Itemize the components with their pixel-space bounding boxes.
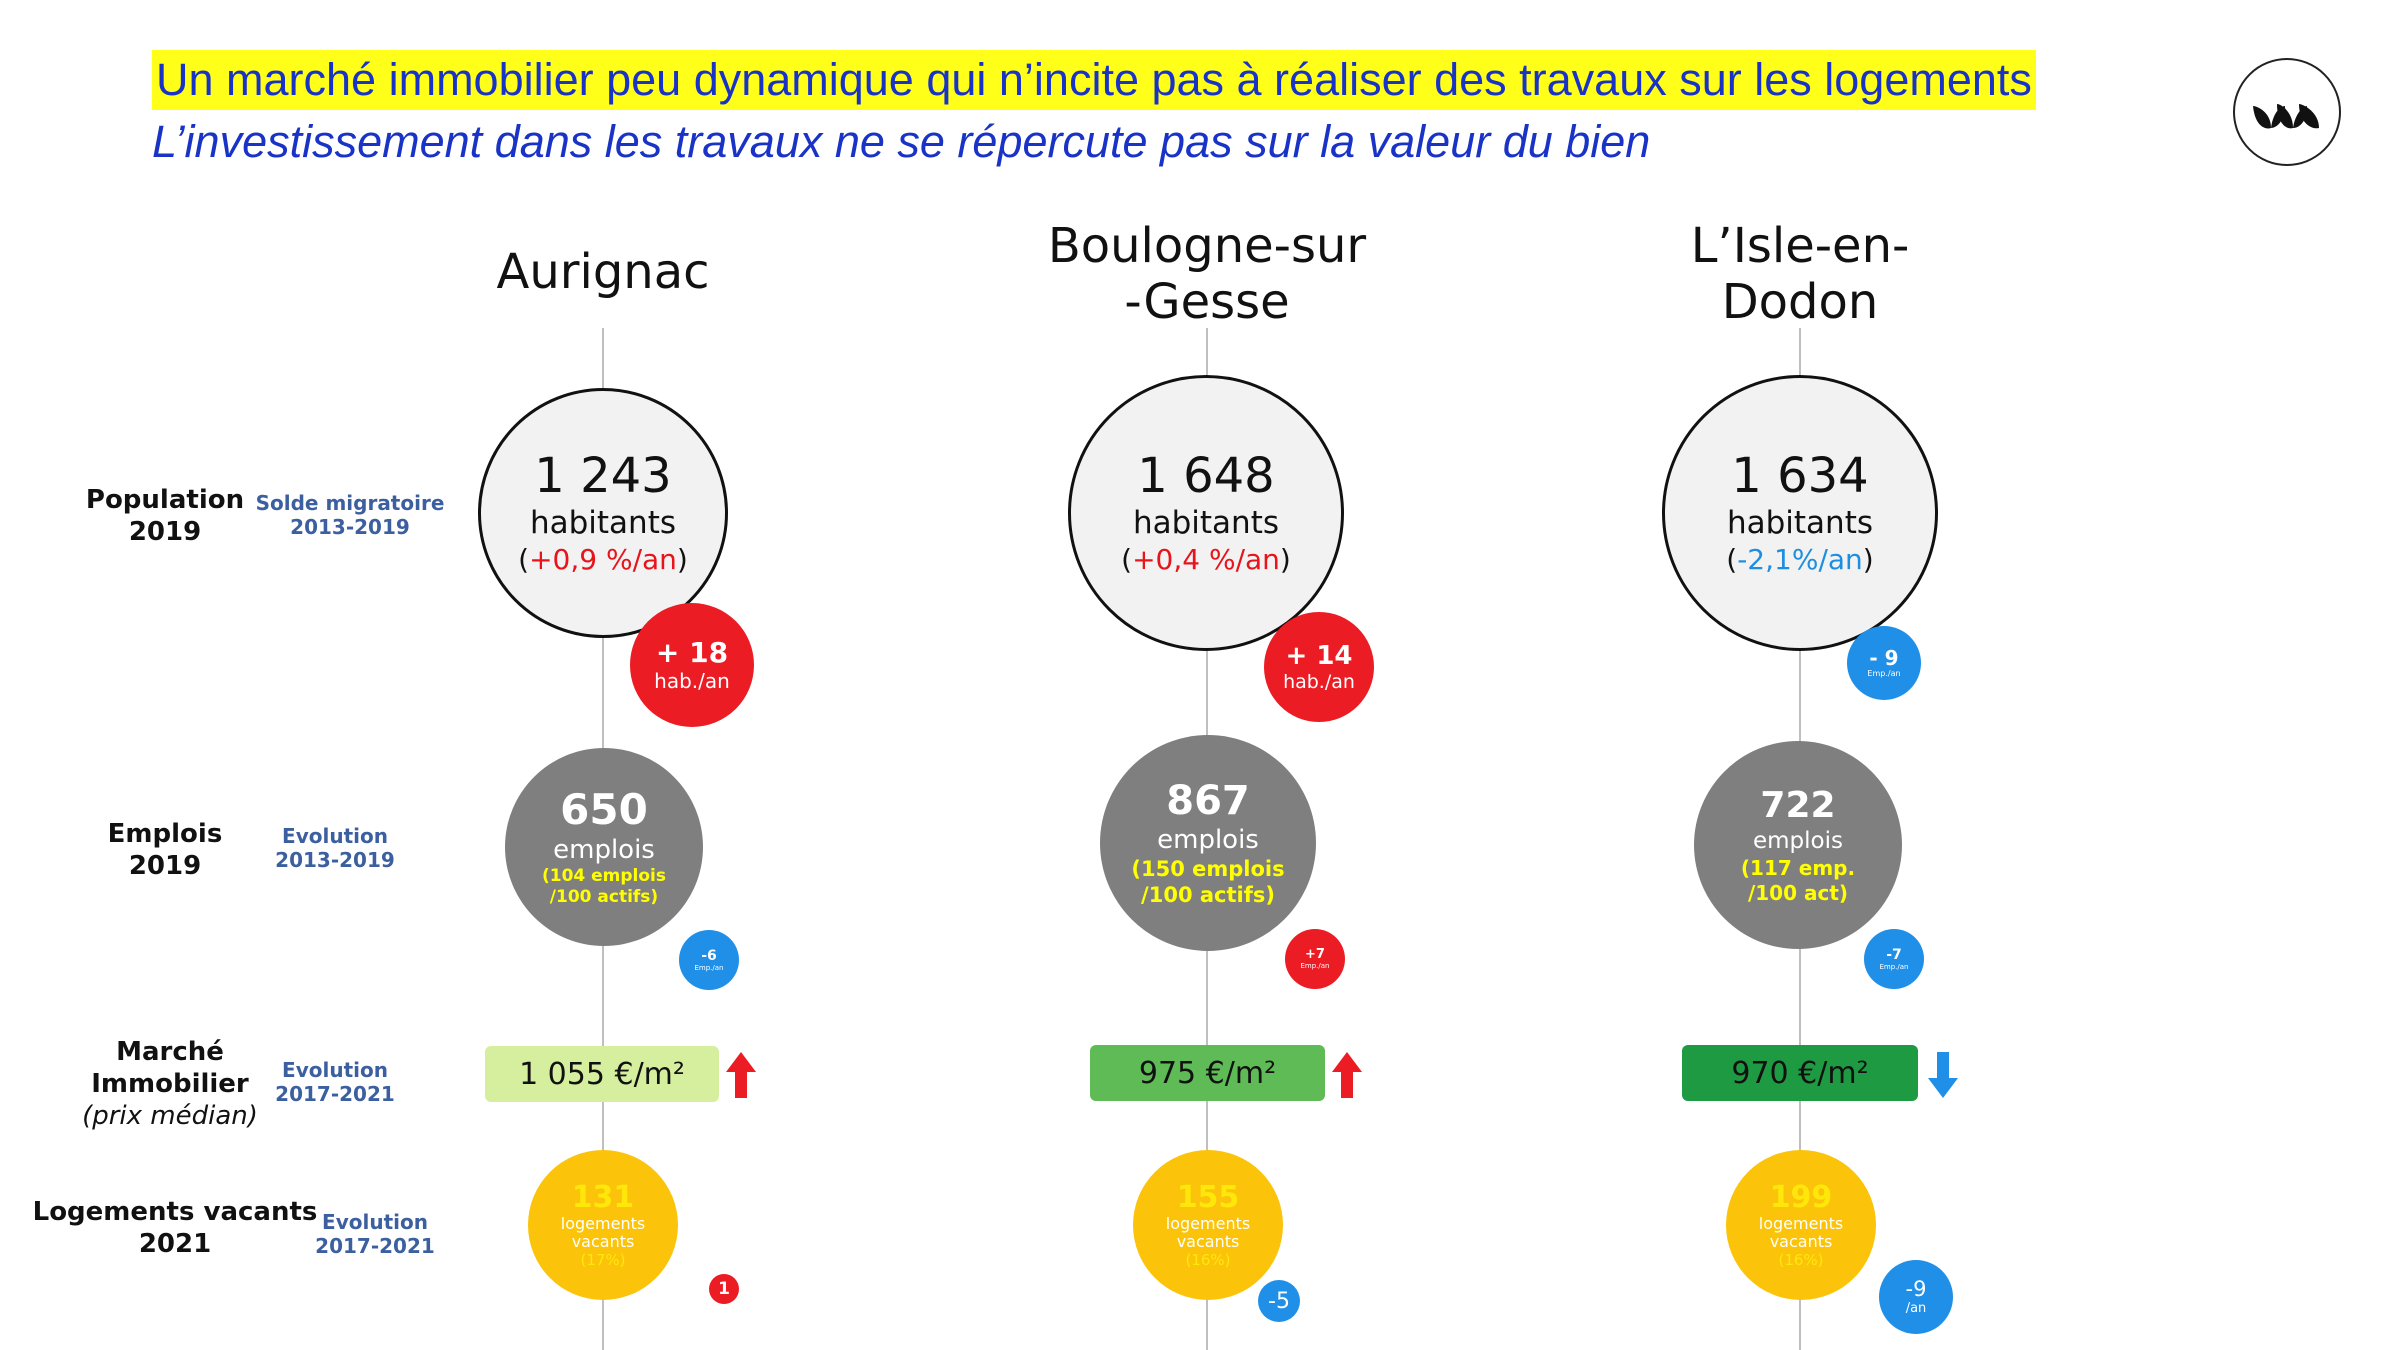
jobs-circle: 650 emplois (104 emplois /100 actifs)	[505, 748, 703, 946]
town-name: Boulogne-sur -Gesse	[1047, 218, 1367, 330]
vacant-circle: 131 logements vacants (17%)	[528, 1150, 678, 1300]
population-change: +0,4 %/an	[1132, 543, 1280, 576]
vacant-circle: 199 logements vacants (16%)	[1726, 1150, 1876, 1300]
slide-title: Un marché immobilier peu dynamique qui n…	[152, 50, 2036, 110]
migration-badge: + 18 hab./an	[630, 603, 754, 727]
jobs-circle: 867 emplois (150 emplois /100 actifs)	[1100, 735, 1316, 951]
migration-badge: - 9 Emp./an	[1847, 626, 1921, 700]
population-circle: 1 243 habitants (+0,9 %/an)	[478, 388, 728, 638]
vacant-badge: 1	[709, 1274, 739, 1304]
price-box: 975 €/m²	[1090, 1045, 1325, 1101]
row-label-vacants: Logements vacants 2021	[32, 1197, 318, 1259]
arrow-down-icon	[1926, 1050, 1960, 1100]
jobs-badge: -7 Emp./an	[1864, 929, 1924, 989]
population-circle: 1 648 habitants (+0,4 %/an)	[1068, 375, 1344, 651]
population-circle: 1 634 habitants (-2,1%/an)	[1662, 375, 1938, 651]
row-evo-population: Solde migratoire 2013-2019	[255, 491, 445, 539]
vacant-badge: -5	[1258, 1280, 1300, 1322]
row-label-population: Population 2019	[85, 485, 245, 547]
row-evo-emplois: Evolution 2013-2019	[275, 824, 395, 872]
slide-subtitle: L’investissement dans les travaux ne se …	[152, 116, 1651, 167]
arrow-up-icon	[1330, 1050, 1364, 1100]
vacant-circle: 155 logements vacants (16%)	[1133, 1150, 1283, 1300]
vacant-badge: -9 /an	[1879, 1260, 1953, 1334]
town-name: Aurignac	[496, 244, 710, 300]
population-change: +0,9 %/an	[529, 543, 677, 576]
leaf-logo-icon	[2233, 58, 2341, 166]
price-box: 970 €/m²	[1682, 1045, 1918, 1101]
town-name: L’Isle-en- Dodon	[1690, 218, 1910, 330]
price-box: 1 055 €/m²	[485, 1046, 719, 1102]
row-evo-marche: Evolution 2017-2021	[275, 1058, 395, 1106]
population-change: -2,1%/an	[1737, 543, 1863, 576]
row-label-marche: Marché Immobilier (prix médian)	[82, 1037, 258, 1131]
arrow-up-icon	[724, 1050, 758, 1100]
row-evo-vacants: Evolution 2017-2021	[315, 1210, 435, 1258]
jobs-badge: -6 Emp./an	[679, 930, 739, 990]
jobs-badge: +7 Emp./an	[1285, 929, 1345, 989]
jobs-circle: 722 emplois (117 emp. /100 act)	[1694, 741, 1902, 949]
row-label-emplois: Emplois 2019	[107, 819, 223, 881]
migration-badge: + 14 hab./an	[1264, 612, 1374, 722]
